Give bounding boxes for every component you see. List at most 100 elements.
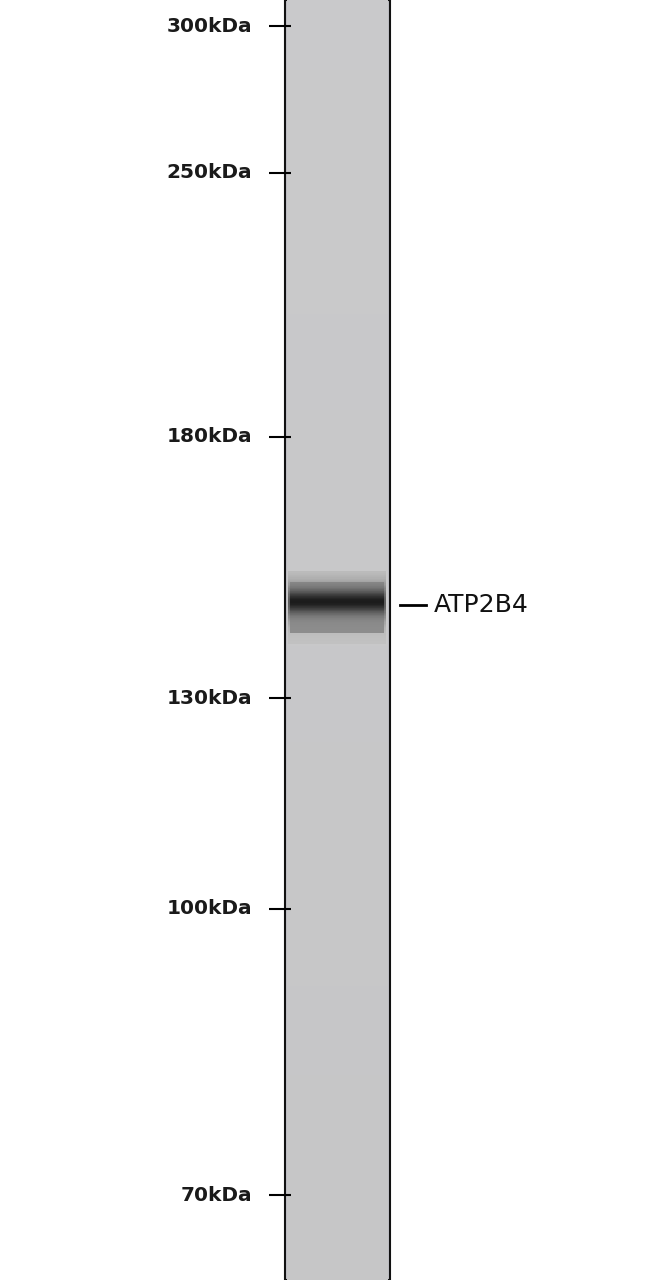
Bar (287, 282, 388, 288)
Bar (288, 607, 386, 608)
Bar (287, 38, 388, 45)
Bar (287, 70, 388, 77)
Bar (288, 608, 386, 609)
Text: 300kDa: 300kDa (166, 17, 252, 36)
Bar (287, 1242, 388, 1248)
Bar (287, 448, 388, 454)
Bar (287, 442, 388, 448)
Bar (287, 1178, 388, 1184)
Bar (287, 461, 388, 467)
Bar (288, 596, 386, 598)
Bar (288, 595, 386, 596)
Bar (287, 275, 388, 282)
Bar (287, 301, 388, 307)
Bar (287, 160, 388, 166)
Bar (287, 390, 388, 397)
Bar (287, 122, 388, 128)
Bar (287, 749, 388, 755)
Bar (287, 582, 388, 589)
Bar (287, 1062, 388, 1069)
Bar (287, 141, 388, 147)
Bar (288, 603, 386, 604)
Bar (288, 577, 386, 579)
Bar (287, 813, 388, 819)
Bar (287, 838, 388, 845)
Bar (287, 1146, 388, 1152)
Bar (287, 1158, 388, 1165)
Bar (287, 499, 388, 506)
Bar (287, 954, 388, 960)
Bar (287, 896, 388, 902)
Bar (287, 397, 388, 403)
Bar (287, 1261, 388, 1267)
Bar (288, 632, 386, 634)
Bar (287, 288, 388, 294)
Bar (287, 826, 388, 832)
Text: ATP2B4: ATP2B4 (434, 593, 529, 617)
Bar (287, 589, 388, 595)
Bar (287, 1184, 388, 1190)
Bar (287, 326, 388, 333)
Bar (287, 845, 388, 851)
Bar (287, 781, 388, 787)
Bar (287, 493, 388, 499)
Bar (287, 416, 388, 422)
Bar (287, 1030, 388, 1037)
Bar (287, 691, 388, 698)
Bar (287, 371, 388, 378)
Bar (288, 581, 386, 582)
Bar (287, 531, 388, 538)
Bar (288, 572, 386, 573)
Bar (287, 243, 388, 250)
Bar (287, 762, 388, 768)
Bar (287, 877, 388, 883)
Bar (287, 659, 388, 666)
Bar (287, 224, 388, 230)
Bar (288, 598, 386, 599)
Bar (287, 339, 388, 346)
Bar (287, 1274, 388, 1280)
Bar (288, 594, 386, 595)
Bar (288, 623, 386, 625)
Bar (287, 538, 388, 544)
Bar (287, 986, 388, 992)
Bar (287, 179, 388, 186)
Bar (287, 506, 388, 512)
Bar (287, 384, 388, 390)
Bar (288, 636, 386, 639)
Bar (287, 64, 388, 70)
Bar (287, 934, 388, 941)
Bar (287, 1094, 388, 1101)
Bar (287, 6, 388, 13)
Bar (288, 635, 386, 637)
Bar (287, 314, 388, 320)
Text: 130kDa: 130kDa (166, 689, 252, 708)
Bar (287, 998, 388, 1005)
Bar (287, 698, 388, 704)
Bar (287, 1005, 388, 1011)
Bar (287, 653, 388, 659)
Bar (287, 717, 388, 723)
Bar (288, 600, 386, 602)
Bar (288, 631, 386, 632)
Bar (287, 26, 388, 32)
Bar (287, 154, 388, 160)
Bar (287, 51, 388, 58)
Bar (287, 358, 388, 365)
Bar (288, 589, 386, 591)
Bar (287, 576, 388, 582)
Bar (287, 1043, 388, 1050)
Bar (288, 634, 386, 635)
Bar (288, 612, 386, 614)
Bar (288, 609, 386, 612)
Bar (287, 768, 388, 774)
Bar (287, 1267, 388, 1274)
Bar (287, 32, 388, 38)
Bar (287, 1152, 388, 1158)
Bar (287, 109, 388, 115)
Bar (287, 134, 388, 141)
Bar (287, 262, 388, 269)
Bar (288, 585, 386, 588)
Bar (287, 1203, 388, 1210)
Bar (287, 1171, 388, 1178)
